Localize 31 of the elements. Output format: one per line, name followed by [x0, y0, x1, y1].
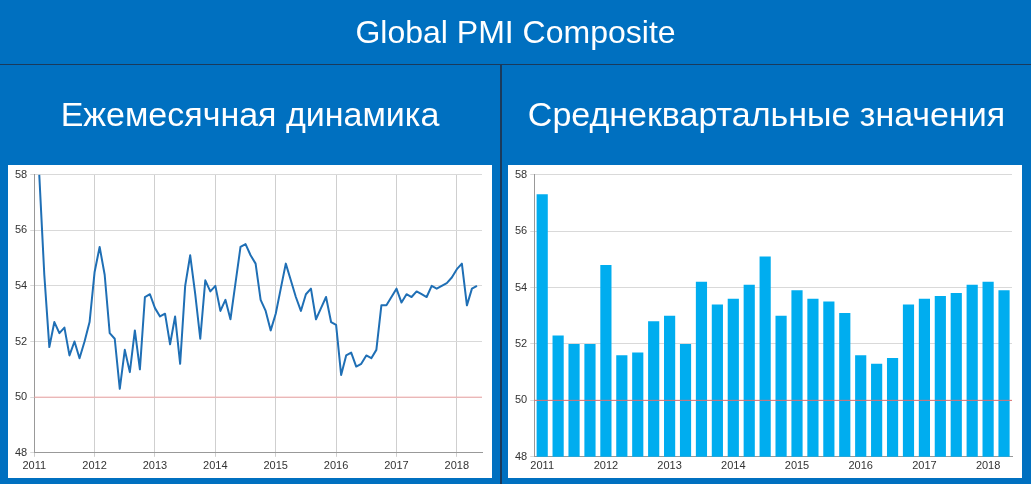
- x-tick-label: 2011: [530, 459, 555, 472]
- y-tick-label: 54: [14, 278, 28, 291]
- y-tick-label: 48: [514, 449, 528, 462]
- x-tick-label: 2017: [912, 459, 937, 472]
- x-tick-label: 2018: [975, 459, 1001, 472]
- x-tick-label: 2015: [263, 459, 288, 472]
- y-tick-label: 58: [514, 167, 528, 180]
- x-tick-label: 2014: [721, 459, 746, 472]
- y-tick-label: 50: [14, 390, 28, 403]
- chart-subtitle: Среднеквартальные значения: [526, 94, 1007, 135]
- chart-subtitle: Ежемесячная динамика: [59, 94, 441, 135]
- x-tick-label: 2017: [384, 459, 409, 472]
- x-tick-label: 2013: [657, 459, 682, 472]
- x-tick-label: 2014: [203, 459, 228, 472]
- x-tick-label: 2012: [593, 459, 619, 472]
- y-tick-label: 52: [14, 334, 28, 347]
- x-tick-label: 2015: [784, 459, 810, 472]
- x-tick-label: 2013: [142, 459, 168, 472]
- x-tick-label: 2016: [848, 459, 873, 472]
- chart-title: Global PMI Composite: [0, 0, 1031, 65]
- y-tick-label: 52: [514, 336, 528, 349]
- y-tick-label: 56: [14, 223, 28, 236]
- y-tick-label: 58: [14, 167, 28, 180]
- x-tick-label: 2012: [82, 459, 107, 472]
- x-tick-label: 2018: [444, 459, 470, 472]
- y-tick-label: 56: [514, 224, 528, 237]
- x-tick-label: 2011: [22, 459, 47, 472]
- y-tick-label: 48: [14, 445, 28, 458]
- y-tick-label: 54: [514, 280, 528, 293]
- y-tick-label: 50: [514, 393, 528, 406]
- x-tick-label: 2016: [323, 459, 349, 472]
